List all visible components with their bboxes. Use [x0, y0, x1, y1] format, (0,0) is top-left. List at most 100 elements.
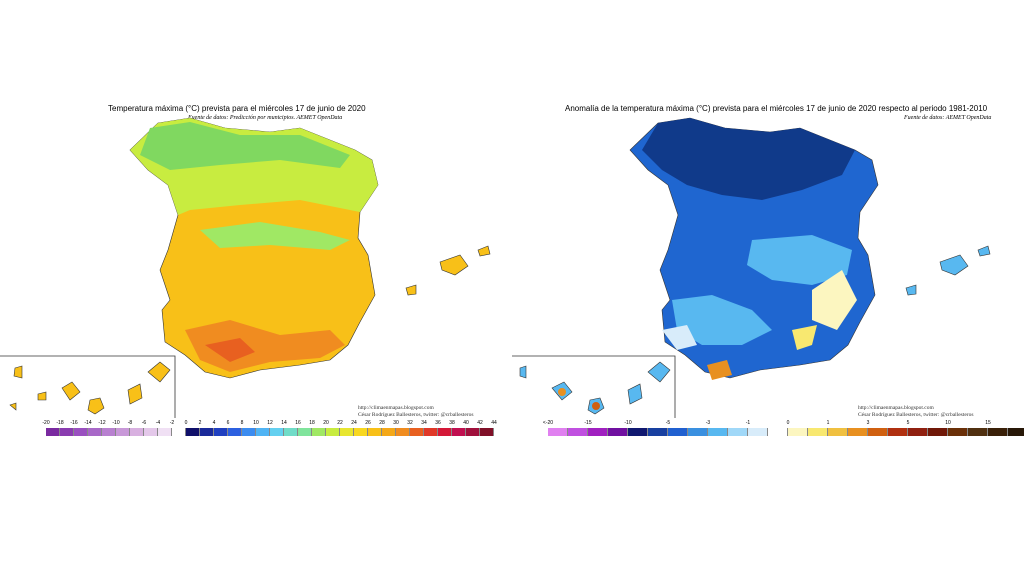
- legend-tick-label: -1: [745, 420, 751, 426]
- legend-tick-label: -3: [705, 420, 711, 426]
- legend-tick-label: -6: [141, 420, 147, 426]
- balearic-islands: [905, 245, 991, 296]
- canary-islands: [519, 361, 671, 415]
- legend-swatch: -10: [624, 420, 648, 436]
- legend-swatch: <-20: [543, 420, 568, 436]
- legend-tick-label: -10: [112, 420, 120, 426]
- legend-swatch: 42: [477, 420, 494, 436]
- anomaly-map-title: Anomalía de la temperatura máxima (°C) p…: [565, 104, 988, 113]
- legend-tick-label: -15: [584, 420, 592, 426]
- legend-swatch: -16: [70, 420, 88, 436]
- anomaly-credit-author: César Rodríguez Ballesteros, twitter: @c…: [858, 412, 974, 418]
- legend-swatch: 0: [185, 420, 200, 436]
- legend-swatch: [808, 428, 828, 436]
- legend-tick-label: 14: [281, 420, 287, 426]
- legend-tick-label: 15: [985, 420, 991, 426]
- canary-inset-frame: [512, 355, 676, 418]
- tmax-credit-author: César Rodríguez Ballesteros, twitter: @c…: [358, 412, 474, 418]
- legend-swatch: -8: [128, 420, 144, 436]
- legend-tick-label: 3: [866, 420, 870, 426]
- legend-swatch: [568, 428, 588, 436]
- legend-swatch: [608, 428, 628, 436]
- legend-swatch: 24: [351, 420, 368, 436]
- legend-tick-label: 12: [267, 420, 273, 426]
- legend-tick-label: 42: [477, 420, 483, 426]
- legend-swatch: 28: [379, 420, 396, 436]
- legend-swatch: 32: [407, 420, 424, 436]
- legend-tick-label: 36: [435, 420, 441, 426]
- legend-tick-label: 18: [309, 420, 315, 426]
- legend-swatch: 0: [787, 420, 808, 436]
- legend-swatch: 10: [945, 420, 968, 436]
- anomaly-map: [512, 117, 991, 418]
- tmax-legend: -20 -18 -16 -14 -12 -10 -8 -6 -4 -2 0 2 4 6 8 10 12 14 16 1…: [42, 420, 497, 436]
- legend-swatch: 3: [867, 420, 888, 436]
- legend-swatch: 26: [365, 420, 382, 436]
- legend-swatch: -15: [584, 420, 608, 436]
- legend-tick-label: 10: [253, 420, 259, 426]
- legend-swatch: [648, 428, 668, 436]
- legend-swatch: 12: [267, 420, 284, 436]
- balearic-islands: [405, 245, 491, 296]
- legend-tick-label: 26: [365, 420, 371, 426]
- legend-swatch: [928, 428, 948, 436]
- legend-tick-label: -4: [155, 420, 161, 426]
- legend-tick-label: 32: [407, 420, 413, 426]
- legend-tick-label: -14: [84, 420, 92, 426]
- legend-swatch: 5: [907, 420, 928, 436]
- legend-tick-label: -2: [169, 420, 175, 426]
- tmax-map-title: Temperatura máxima (°C) prevista para el…: [108, 104, 366, 113]
- legend-swatch: 40: [463, 420, 480, 436]
- legend-tick-label: 28: [379, 420, 385, 426]
- legend-swatch: [728, 428, 748, 436]
- tmax-credit: http://climaenmapas.blogspot.com César R…: [358, 405, 474, 419]
- tmax-data-source: Fuente de datos: Predicción por municipi…: [188, 115, 343, 121]
- legend-tick-label: 30: [393, 420, 399, 426]
- legend-swatch: [688, 428, 708, 436]
- legend-swatch: [1008, 428, 1024, 436]
- legend-tick-label: 34: [421, 420, 427, 426]
- legend-swatch: -20: [42, 420, 60, 436]
- legend-tick-label: 44: [491, 420, 497, 426]
- legend-swatch: 4: [213, 420, 228, 436]
- legend-tick-label: -20: [42, 420, 50, 426]
- legend-swatch: 38: [449, 420, 466, 436]
- legend-swatch: [968, 428, 988, 436]
- legend-swatch: [848, 428, 868, 436]
- legend-swatch: 1: [827, 420, 848, 436]
- legend-tick-label: 10: [945, 420, 951, 426]
- legend-tick-label: 0: [184, 420, 188, 426]
- legend-swatch: 10: [253, 420, 270, 436]
- anomaly-credit: http://climaenmapas.blogspot.com César R…: [858, 405, 974, 419]
- legend-tick-label: -5: [665, 420, 671, 426]
- legend-swatch: -2: [170, 420, 186, 436]
- legend-tick-label: 24: [351, 420, 357, 426]
- canary-inset-frame: [0, 355, 176, 418]
- legend-swatch: 34: [421, 420, 438, 436]
- legend-tick-label: 6: [226, 420, 230, 426]
- legend-tick-label: 2: [198, 420, 202, 426]
- legend-swatch: 36: [435, 420, 452, 436]
- legend-swatch: [768, 428, 788, 436]
- legend-tick-label: 40: [463, 420, 469, 426]
- legend-swatch: 18: [309, 420, 326, 436]
- legend-tick-label: 16: [295, 420, 301, 426]
- legend-swatch: -12: [98, 420, 116, 436]
- legend-tick-label: -16: [70, 420, 78, 426]
- legend-swatch: -5: [666, 420, 688, 436]
- legend-swatch: -14: [84, 420, 102, 436]
- tmax-map: [0, 117, 491, 418]
- legend-tick-label: -8: [127, 420, 133, 426]
- tmax-panel: Temperatura máxima (°C) prevista para el…: [0, 104, 497, 436]
- legend-tick-label: 20: [323, 420, 329, 426]
- anomaly-credit-url: http://climaenmapas.blogspot.com: [858, 405, 934, 411]
- legend-swatch: 22: [337, 420, 354, 436]
- legend-tick-label: -18: [56, 420, 64, 426]
- legend-swatch: 2: [199, 420, 214, 436]
- legend-tick-label: -10: [624, 420, 632, 426]
- anomaly-panel: Anomalía de la temperatura máxima (°C) p…: [512, 0, 1024, 576]
- legend-swatch: -3: [706, 420, 728, 436]
- legend-tick-label: 8: [240, 420, 244, 426]
- legend-tick-label: 22: [337, 420, 343, 426]
